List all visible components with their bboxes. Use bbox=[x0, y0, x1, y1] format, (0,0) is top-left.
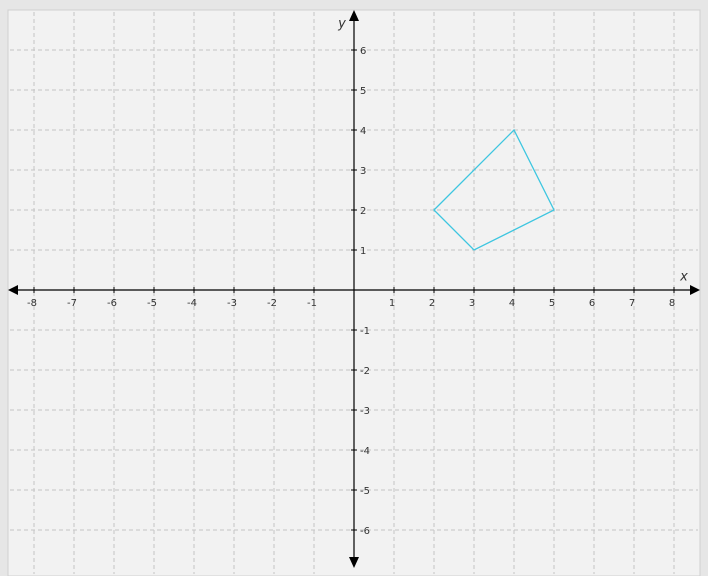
x-tick-label: -2 bbox=[267, 298, 277, 309]
y-tick-label: 2 bbox=[360, 206, 366, 217]
arrow bbox=[8, 285, 18, 295]
y-axis-label: y bbox=[337, 17, 346, 32]
x-tick-label: 5 bbox=[549, 298, 555, 309]
x-tick-label: -1 bbox=[307, 298, 317, 309]
arrow bbox=[690, 285, 700, 295]
x-tick-label: 2 bbox=[429, 298, 435, 309]
arrow bbox=[349, 557, 359, 568]
x-tick-label: 1 bbox=[389, 298, 395, 309]
y-tick-label: 4 bbox=[360, 126, 366, 137]
x-tick-label: 6 bbox=[589, 298, 595, 309]
y-tick-label: -1 bbox=[360, 326, 370, 337]
x-tick-label: -5 bbox=[147, 298, 157, 309]
y-tick-label: -3 bbox=[360, 406, 370, 417]
arrow bbox=[349, 10, 359, 21]
x-tick-label: 4 bbox=[509, 298, 515, 309]
x-tick-label: 3 bbox=[469, 298, 475, 309]
x-tick-label: -7 bbox=[67, 298, 77, 309]
y-tick-label: 6 bbox=[360, 46, 366, 57]
y-tick-label: -2 bbox=[360, 366, 370, 377]
x-tick-label: -8 bbox=[27, 298, 37, 309]
x-tick-label: 7 bbox=[629, 298, 635, 309]
x-tick-label: 8 bbox=[669, 298, 675, 309]
x-tick-label: -4 bbox=[187, 298, 197, 309]
y-tick-label: 1 bbox=[360, 246, 366, 257]
y-tick-label: -6 bbox=[360, 526, 370, 537]
y-tick-label: 5 bbox=[360, 86, 366, 97]
shape bbox=[433, 128, 555, 251]
axes bbox=[14, 18, 694, 562]
x-tick-label: -3 bbox=[227, 298, 237, 309]
y-tick-label: -4 bbox=[360, 446, 370, 457]
x-tick-label: -6 bbox=[107, 298, 117, 309]
x-axis-label: x bbox=[679, 270, 688, 285]
y-tick-label: 3 bbox=[360, 166, 366, 177]
y-tick-label: -5 bbox=[360, 486, 370, 497]
